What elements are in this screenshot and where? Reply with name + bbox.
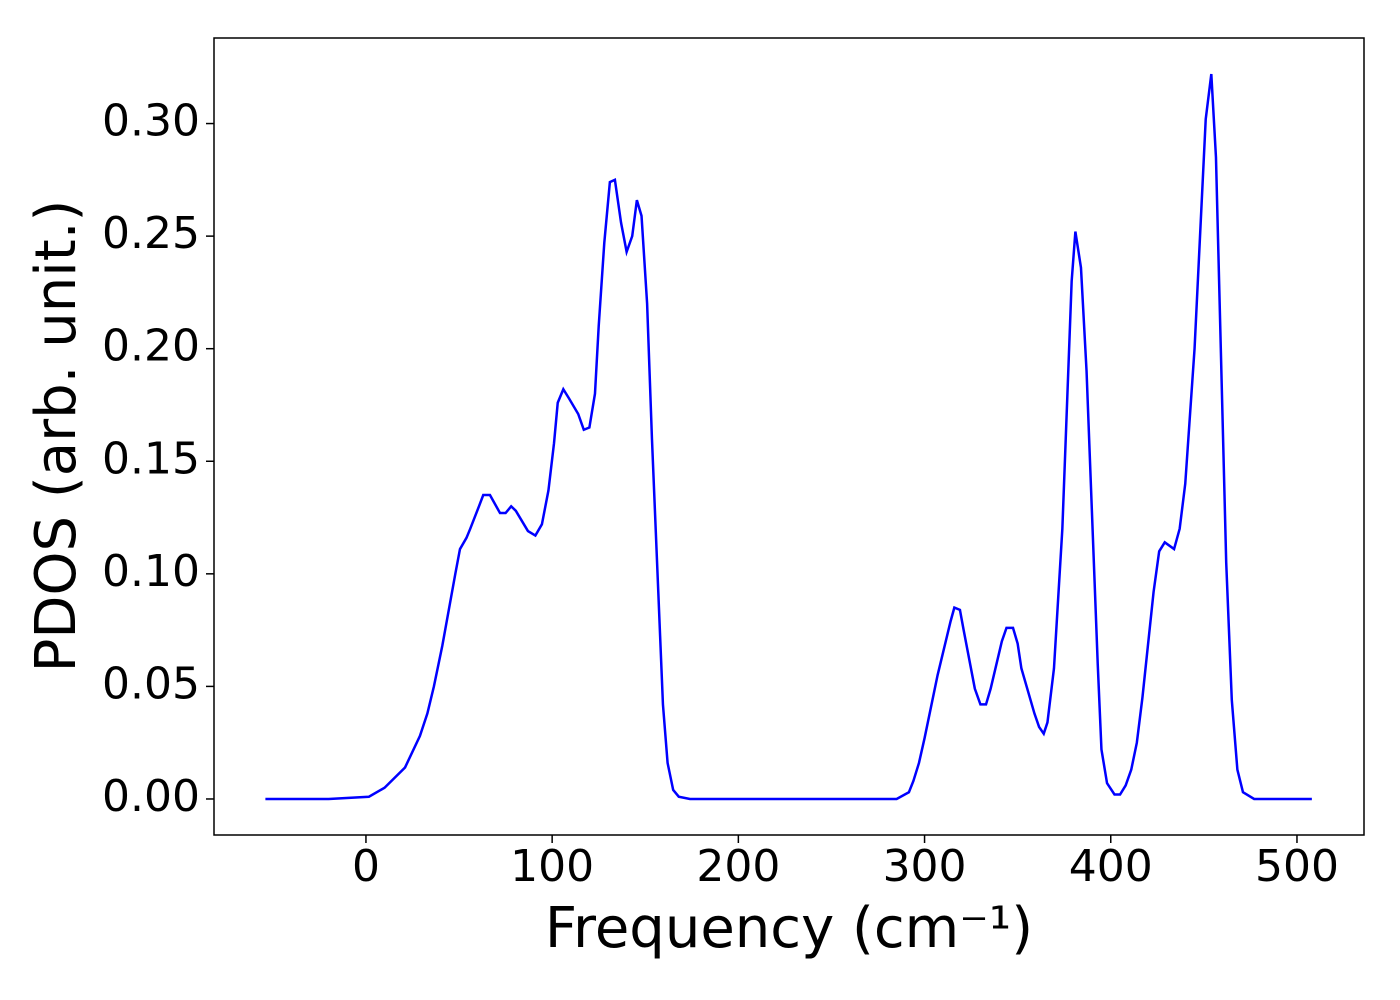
- y-tick-label: 0.00: [102, 771, 200, 822]
- x-tick-label: 0: [352, 841, 380, 892]
- y-tick-label: 0.25: [102, 208, 200, 259]
- y-tick-label: 0.30: [102, 96, 200, 147]
- x-tick-label: 300: [883, 841, 967, 892]
- x-axis-label: Frequency (cm⁻¹): [545, 896, 1033, 961]
- line: [265, 73, 1312, 801]
- x-tick-label: 100: [510, 841, 594, 892]
- y-axis-label: PDOS (arb. unit.): [24, 200, 89, 673]
- x-tick-label: 200: [696, 841, 780, 892]
- y-tick-label: 0.20: [102, 321, 200, 372]
- x-tick-label: 500: [1255, 841, 1339, 892]
- y-tick-label: 0.10: [102, 546, 200, 597]
- plot-frame: [213, 37, 1365, 836]
- y-tick-label: 0.15: [102, 433, 200, 484]
- y-tick-label: 0.05: [102, 658, 200, 709]
- x-tick-label: 400: [1069, 841, 1153, 892]
